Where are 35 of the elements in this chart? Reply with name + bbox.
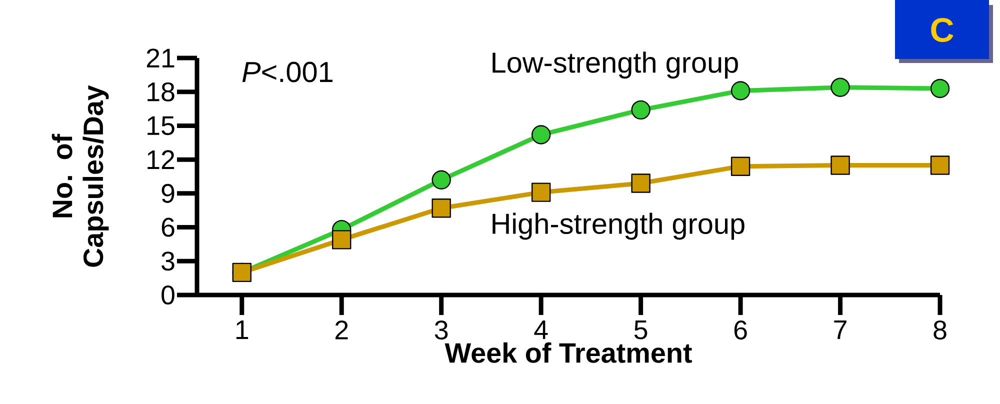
- x-tick-label: 1: [236, 320, 248, 340]
- y-tick-label: 3: [162, 252, 174, 271]
- x-tick-label: 5: [634, 320, 648, 340]
- series-label: High-strength group: [492, 212, 744, 240]
- point: [830, 78, 850, 97]
- point: [730, 81, 750, 100]
- y-tick-label: 21: [146, 48, 174, 68]
- y-tick-label: 0: [162, 285, 174, 305]
- y-tick-label: 12: [148, 150, 174, 169]
- point: [631, 100, 650, 120]
- point: [930, 78, 950, 98]
- x-tick-label: 2: [335, 320, 348, 340]
- point: [332, 230, 352, 250]
- annotation: P<.001: [242, 62, 332, 82]
- x-tick-label: 8: [934, 320, 946, 340]
- point: [830, 156, 850, 175]
- y-axis-title: No. of Capsules/Day: [52, 85, 109, 267]
- x-tick-label: 7: [834, 320, 846, 340]
- point: [531, 182, 551, 202]
- point: [531, 125, 551, 144]
- x-tick-label: 4: [534, 320, 548, 340]
- point: [432, 198, 451, 218]
- x-tick-label: 3: [434, 320, 448, 340]
- y-tick-label: 9: [162, 184, 174, 203]
- x-axis-title: Week of Treatment: [444, 342, 692, 363]
- series-label: Low-strength group: [492, 52, 738, 79]
- point: [631, 174, 650, 193]
- point: [930, 156, 950, 175]
- y-tick-label: 6: [162, 218, 174, 237]
- y-tick-label: 18: [148, 82, 174, 102]
- point: [730, 156, 750, 176]
- y-tick-label: 15: [148, 116, 174, 136]
- point: [432, 170, 451, 190]
- text: C: [931, 18, 954, 42]
- x-tick-label: 6: [734, 320, 747, 340]
